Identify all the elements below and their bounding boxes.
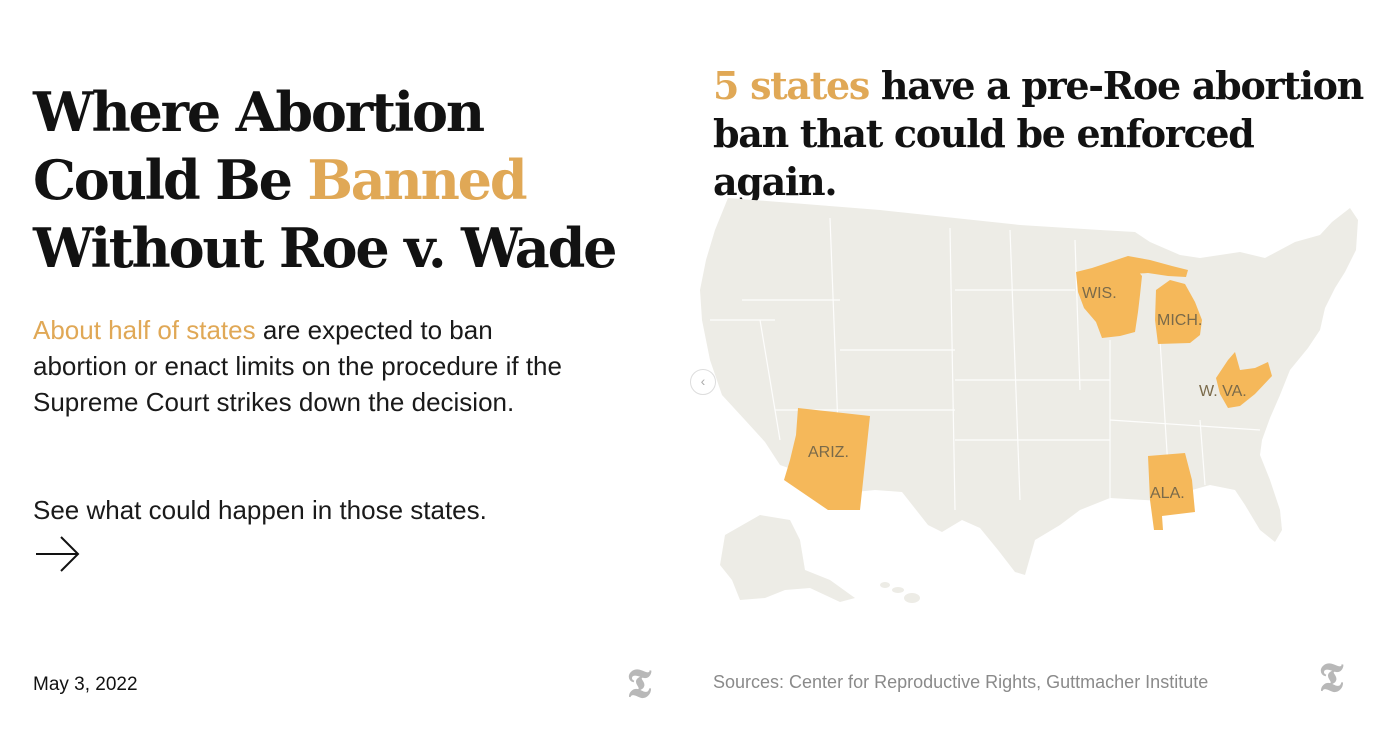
headline-part-2: Without Roe v. Wade bbox=[33, 216, 617, 280]
map-heading-accent: 5 states bbox=[713, 63, 870, 108]
state-west-virginia[interactable] bbox=[1216, 352, 1272, 408]
arrow-right-icon[interactable] bbox=[33, 534, 83, 574]
nyt-logo-icon: 𝕿 bbox=[626, 660, 652, 707]
sources-note: Sources: Center for Reproductive Rights,… bbox=[713, 672, 1209, 692]
state-alabama[interactable] bbox=[1148, 453, 1195, 530]
map-heading: 5 states have a pre-Roe abortion ban tha… bbox=[713, 62, 1373, 206]
story-panel: Where Abortion Could Be Banned Without R… bbox=[0, 0, 680, 733]
nyt-logo-icon: 𝕿 bbox=[1318, 654, 1344, 701]
hawaii-shape bbox=[880, 582, 920, 603]
alaska-shape bbox=[720, 515, 855, 602]
map-panel: 5 states have a pre-Roe abortion ban tha… bbox=[680, 0, 1392, 733]
headline-accent: Banned bbox=[307, 148, 527, 212]
summary-text: About half of states are expected to ban… bbox=[33, 312, 573, 420]
headline-part-1: Where Abortion Could Be bbox=[33, 80, 485, 212]
label-ala: ALA. bbox=[1150, 485, 1185, 502]
label-mich: MICH. bbox=[1157, 312, 1202, 329]
label-wis: WIS. bbox=[1082, 285, 1117, 302]
headline: Where Abortion Could Be Banned Without R… bbox=[33, 78, 653, 282]
label-ariz: ARIZ. bbox=[808, 444, 849, 461]
state-wisconsin[interactable] bbox=[1076, 262, 1142, 338]
state-michigan[interactable] bbox=[1155, 280, 1202, 344]
state-arizona[interactable] bbox=[784, 408, 870, 510]
us-map: WIS. MICH. W. VA. ARIZ. ALA. bbox=[700, 198, 1358, 603]
state-michigan-up[interactable] bbox=[1110, 256, 1188, 277]
summary-rest: are expected to ban abortion or enact li… bbox=[33, 315, 562, 417]
map-heading-rest: have a pre-Roe abortion ban that could b… bbox=[713, 63, 1364, 204]
us-land bbox=[700, 198, 1358, 575]
label-wva: W. VA. bbox=[1199, 383, 1247, 400]
cta-link[interactable]: See what could happen in those states. bbox=[33, 495, 487, 525]
chevron-left-icon[interactable]: ‹ bbox=[690, 369, 716, 395]
publish-date: May 3, 2022 bbox=[33, 674, 138, 695]
summary-accent: About half of states bbox=[33, 315, 256, 345]
